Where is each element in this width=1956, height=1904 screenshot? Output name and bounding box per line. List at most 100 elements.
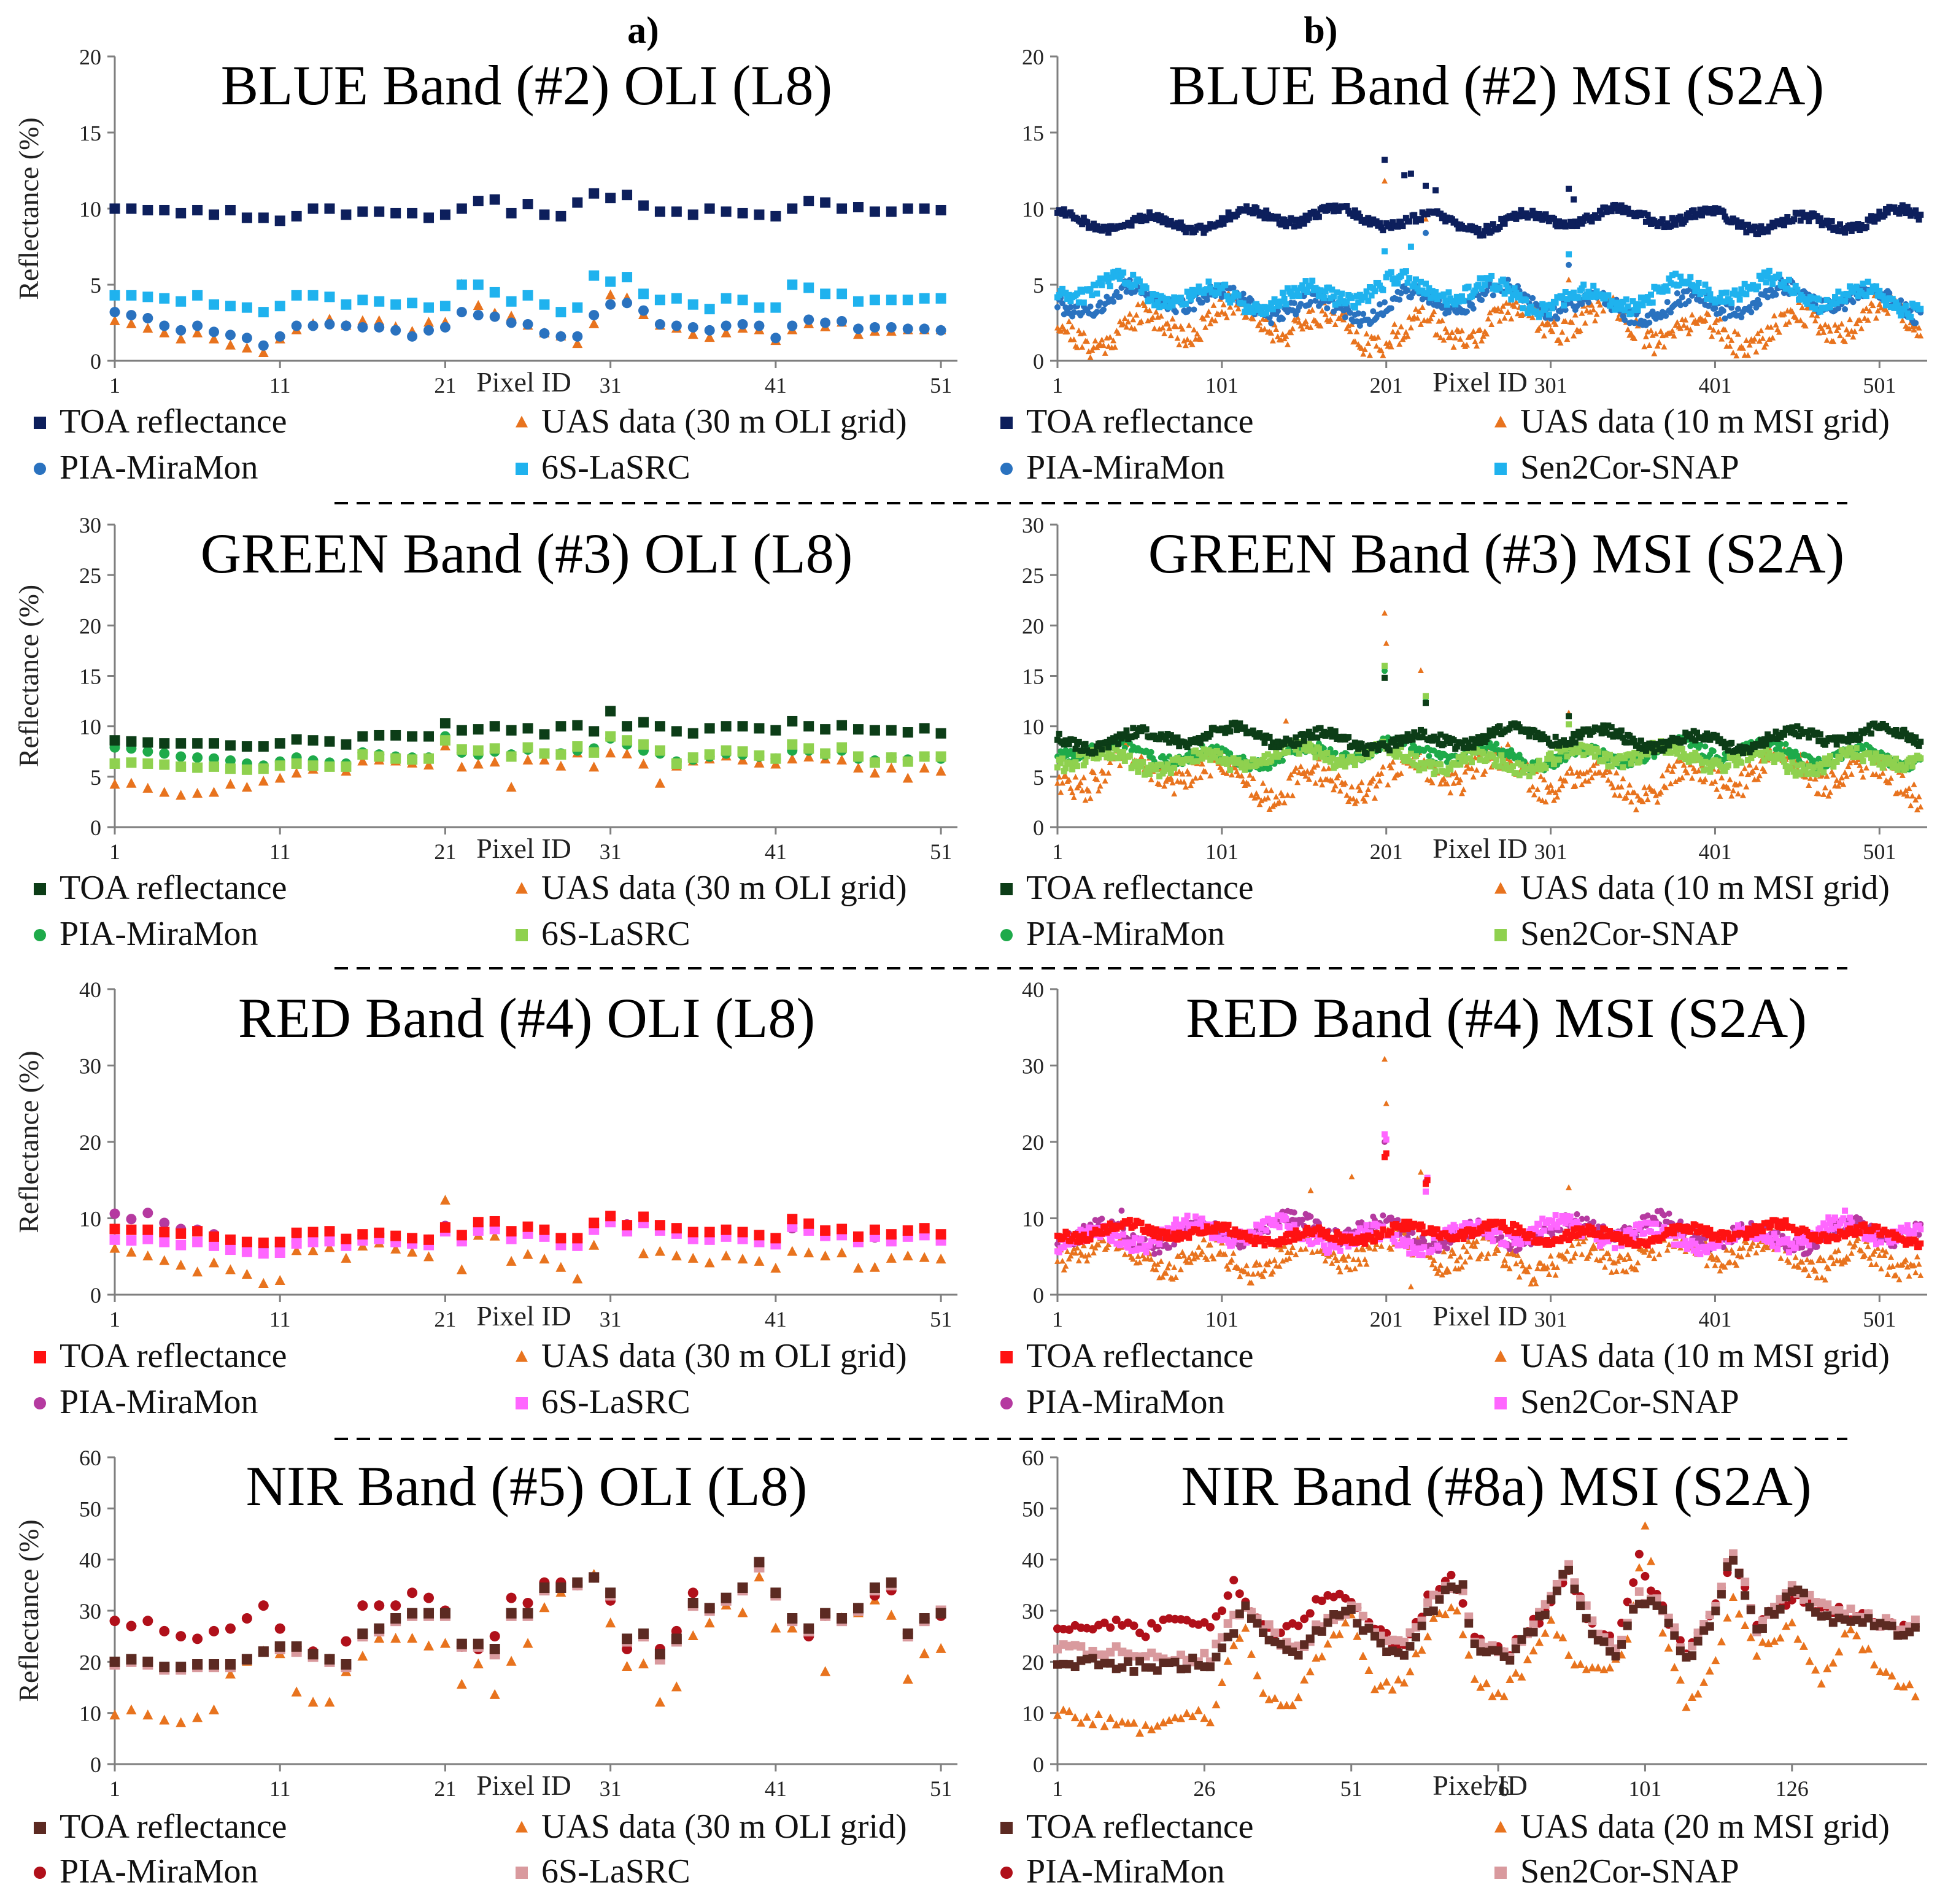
data-point — [258, 776, 269, 786]
data-point — [1733, 217, 1740, 224]
data-point — [1110, 337, 1117, 344]
data-point — [1204, 286, 1210, 293]
data-point — [1366, 352, 1373, 358]
data-point — [1397, 218, 1404, 225]
data-point — [1156, 217, 1163, 223]
data-point — [1097, 782, 1104, 789]
data-point — [1628, 310, 1634, 317]
data-point — [1603, 209, 1610, 215]
x-tick-label: 201 — [1370, 373, 1403, 398]
data-point — [1493, 741, 1500, 747]
data-point — [1917, 803, 1924, 810]
data-point — [1893, 299, 1900, 306]
data-point — [159, 1227, 170, 1238]
data-point — [1539, 320, 1546, 326]
data-point — [473, 745, 484, 756]
data-point — [241, 764, 252, 775]
data-point — [869, 295, 880, 306]
data-point — [1785, 318, 1792, 325]
data-point — [919, 293, 930, 304]
data-point — [1469, 759, 1475, 766]
data-point — [209, 1257, 220, 1268]
data-point — [1475, 226, 1482, 233]
data-point — [1879, 769, 1886, 776]
data-point — [1411, 212, 1418, 218]
data-point — [1858, 290, 1865, 296]
data-point — [1579, 781, 1585, 787]
data-point — [126, 203, 137, 214]
data-point — [291, 734, 302, 745]
legend-label: PIA-MiraMon — [60, 915, 258, 953]
chart-title: BLUE Band (#2) MSI (S2A) — [1169, 54, 1824, 117]
data-point — [1388, 764, 1394, 771]
data-point — [837, 720, 848, 731]
data-point — [1431, 308, 1437, 315]
data-point — [654, 721, 665, 732]
data-point — [1755, 231, 1761, 237]
data-point — [1758, 327, 1765, 334]
data-point — [1089, 292, 1096, 299]
data-point — [225, 301, 236, 312]
data-point — [704, 325, 715, 336]
data-point — [1483, 330, 1490, 337]
data-point — [1223, 215, 1230, 222]
data-point — [1289, 293, 1296, 299]
data-point — [1738, 770, 1745, 777]
data-point — [1324, 207, 1331, 214]
data-point — [1642, 333, 1649, 339]
data-point — [1628, 798, 1634, 805]
data-point — [1857, 735, 1863, 742]
data-point — [1453, 293, 1460, 300]
data-point — [902, 203, 913, 214]
data-point — [1906, 785, 1912, 792]
legend: TOA reflectance UAS data (30 m OLI grid)P… — [34, 403, 907, 487]
data-point — [1337, 787, 1343, 794]
data-point — [1135, 768, 1142, 775]
data-point — [307, 735, 319, 746]
data-point — [1184, 336, 1191, 342]
data-point — [1172, 769, 1179, 776]
data-point — [1559, 782, 1566, 788]
data-point — [1266, 306, 1273, 312]
data-point — [1056, 773, 1062, 780]
data-point — [1463, 341, 1470, 348]
data-point — [1472, 338, 1479, 345]
data-point — [1218, 215, 1225, 222]
data-point — [1343, 792, 1350, 798]
data-point — [1064, 328, 1071, 334]
data-point — [1159, 219, 1166, 226]
data-point — [1709, 333, 1715, 339]
data-point — [192, 327, 203, 337]
column-label-b: b) — [1304, 10, 1337, 52]
data-point — [1777, 221, 1784, 228]
data-point — [605, 193, 616, 204]
data-point — [1423, 182, 1429, 189]
data-point — [1518, 296, 1525, 303]
y-tick-label: 15 — [1022, 665, 1044, 689]
data-point — [1622, 307, 1628, 314]
data-point — [1585, 299, 1592, 306]
data-point — [522, 199, 533, 210]
data-point — [1731, 287, 1738, 294]
data-point — [1590, 282, 1597, 289]
data-point — [1683, 769, 1690, 776]
data-point — [1108, 274, 1115, 281]
data-point — [1894, 302, 1901, 309]
data-point — [1743, 337, 1750, 343]
data-point — [1668, 223, 1674, 229]
data-point — [1174, 298, 1181, 305]
data-point — [274, 1274, 285, 1285]
data-point — [886, 725, 897, 736]
data-point — [1167, 217, 1174, 224]
data-point — [1677, 273, 1684, 280]
data-point — [1248, 297, 1255, 304]
data-point — [1540, 333, 1547, 339]
data-point — [1366, 221, 1373, 228]
data-point — [1205, 308, 1212, 315]
data-point — [1537, 310, 1544, 317]
data-point — [1637, 294, 1644, 301]
data-point — [1615, 299, 1622, 306]
data-point — [1730, 290, 1736, 297]
data-point — [1685, 210, 1692, 217]
x-axis-title: Pixel ID — [1432, 833, 1528, 864]
